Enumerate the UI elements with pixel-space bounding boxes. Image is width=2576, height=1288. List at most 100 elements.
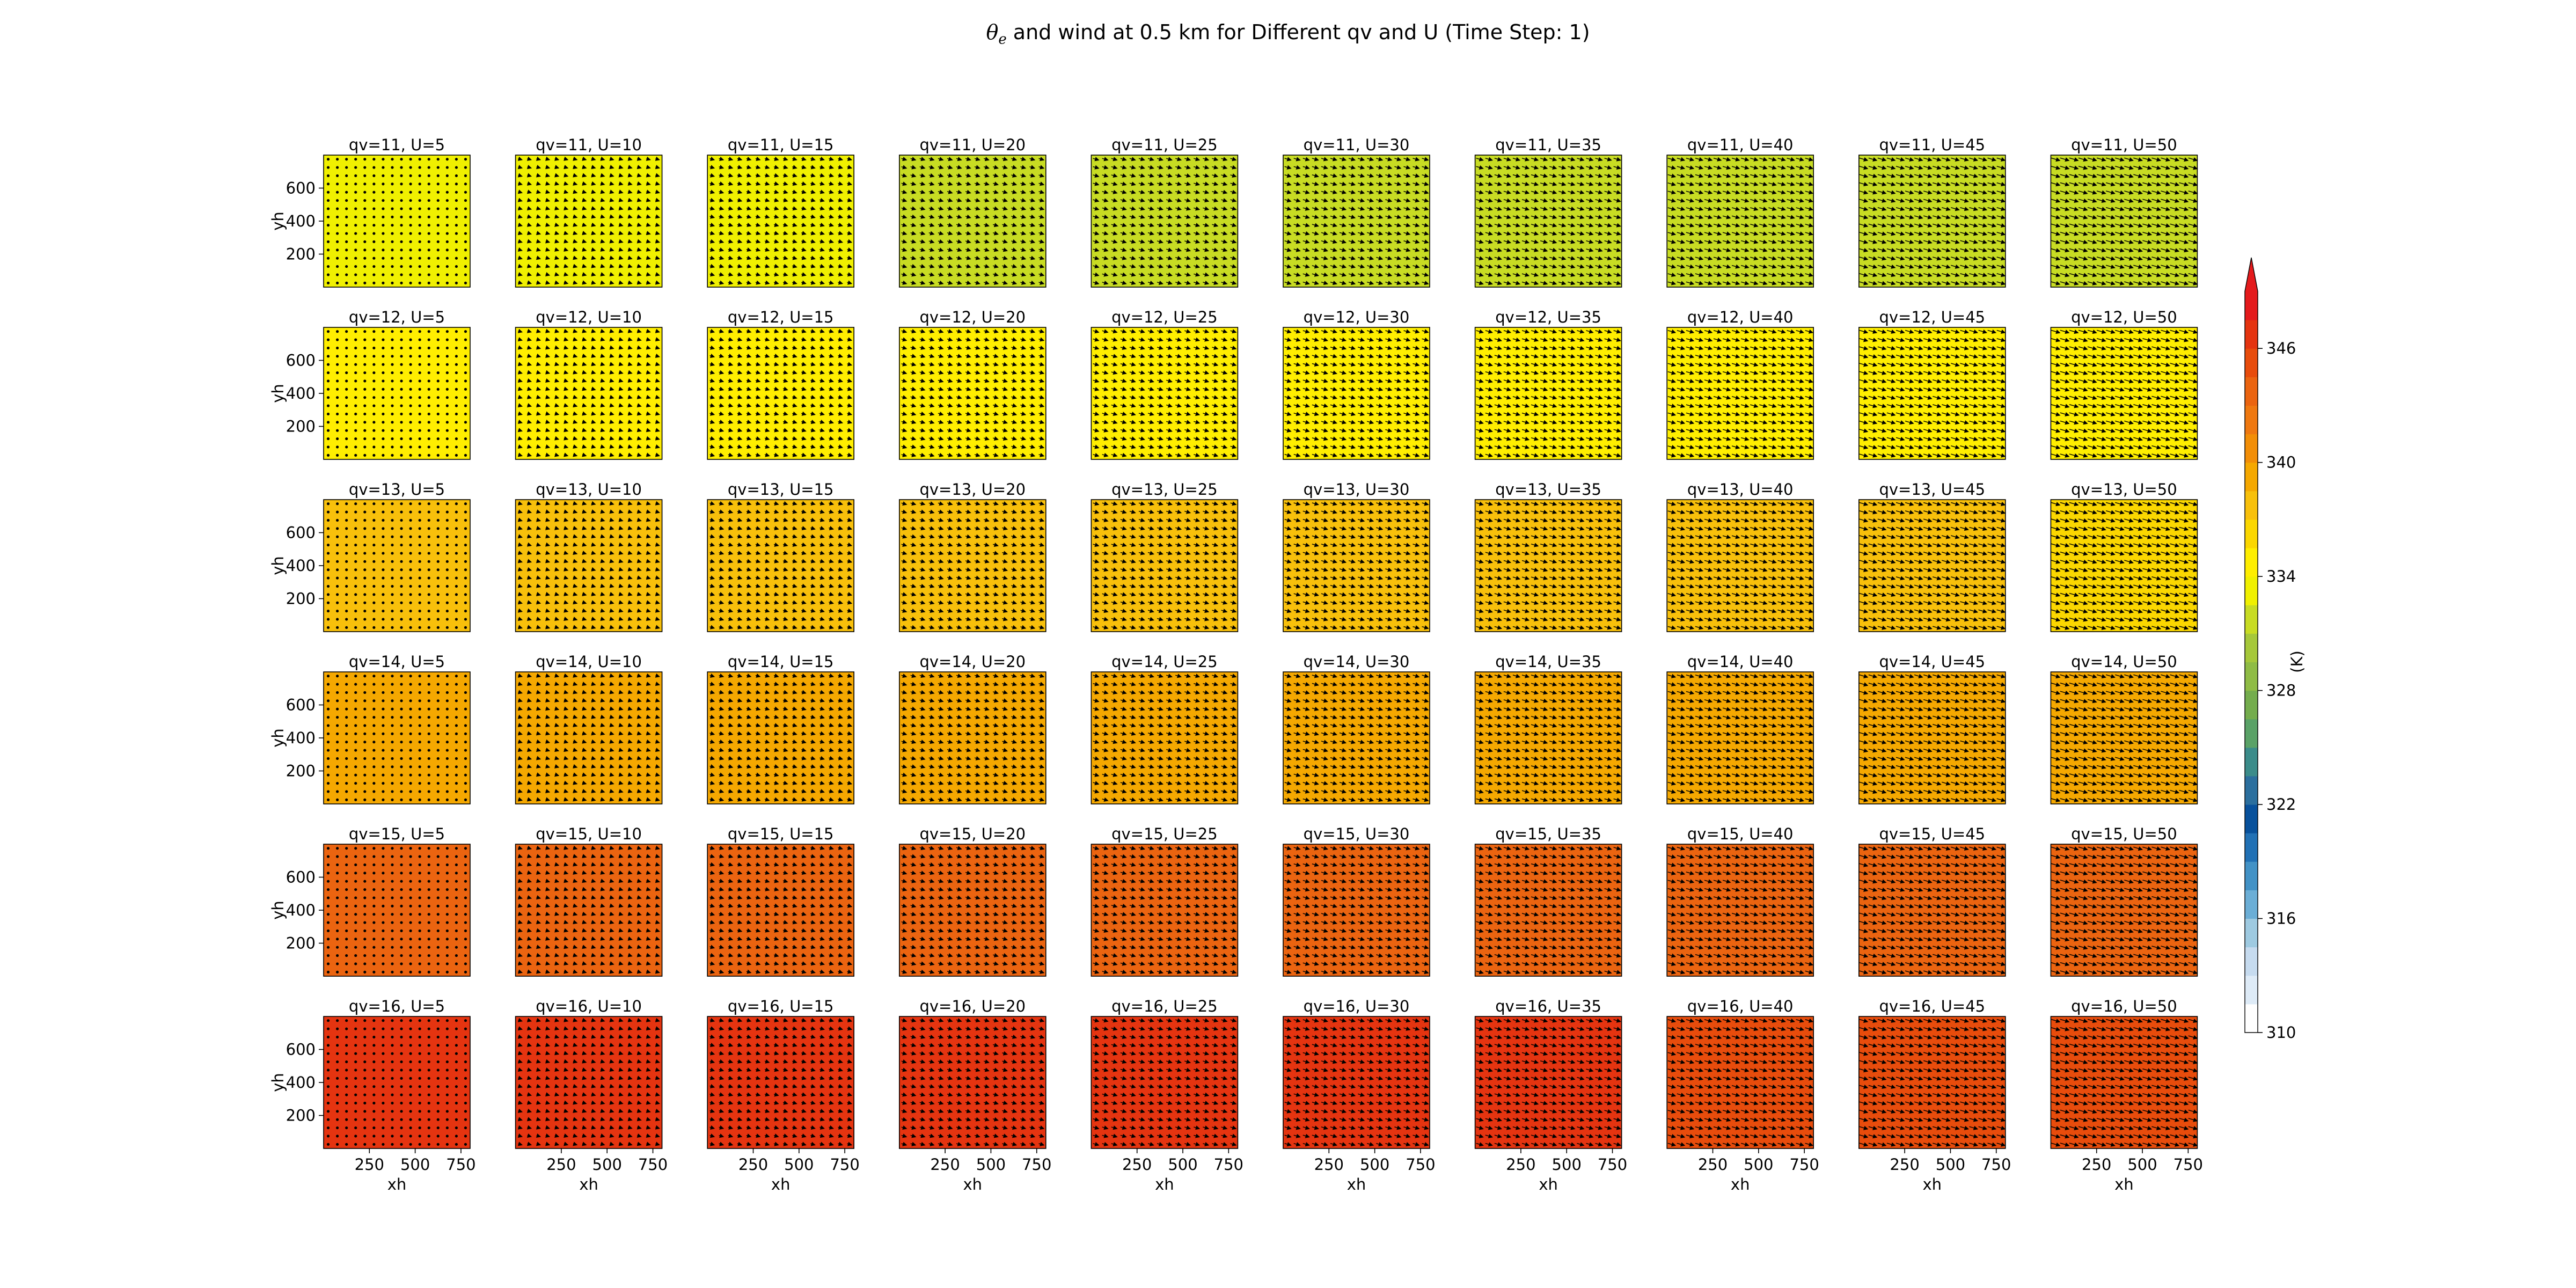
wind-vector-dot [436,445,440,449]
panel-qv11-u35: qv=11, U=35 [1474,136,1622,288]
wind-vector-dot [455,224,458,227]
wind-vector-dot [382,174,385,178]
wind-vector-dot [354,355,357,358]
wind-vector-dot [445,330,449,333]
wind-vector-dot [409,437,412,441]
wind-vector-dot [363,404,367,407]
wind-vector-dot [445,371,449,375]
wind-vector-dot [427,404,430,407]
panel-title: qv=12, U=30 [1304,308,1410,326]
wind-vector-dot [382,379,385,383]
wind-vector-dot [372,437,376,441]
wind-vector-dot [455,379,458,383]
wind-vector-dot [418,240,421,244]
theta-e-field [1475,327,1622,459]
wind-vector-dot [436,429,440,432]
theta-e-field [1475,155,1622,287]
panel-qv11-u10: qv=11, U=10 [515,136,663,288]
wind-vector-dot [445,240,449,244]
wind-vector-dot [354,182,357,186]
wind-vector-dot [335,445,339,449]
wind-vector-dot [372,371,376,375]
panel-qv12-u50: qv=12, U=50 [2050,308,2198,460]
y-axis-label: yh [269,384,287,403]
wind-vector-dot [326,404,330,407]
wind-vector-dot [427,158,430,161]
wind-vector-dot [436,371,440,375]
wind-vector-dot [464,421,467,424]
wind-vector-dot [326,453,330,457]
panel-title: qv=11, U=30 [1304,136,1410,154]
wind-vector-dot [436,363,440,366]
wind-vector-dot [464,379,467,383]
wind-vector-dot [391,429,394,432]
wind-vector-dot [335,257,339,260]
wind-vector-dot [418,248,421,252]
panel-title: qv=11, U=50 [2071,136,2177,154]
wind-vector-dot [345,453,348,457]
theta-e-field [1091,155,1238,287]
wind-vector-dot [409,207,412,210]
wind-vector-dot [418,445,421,449]
wind-vector-dot [455,412,458,416]
wind-vector-dot [445,429,449,432]
wind-vector-dot [445,265,449,268]
wind-vector-dot [326,182,330,186]
wind-vector-dot [436,281,440,284]
wind-vector-dot [354,232,357,235]
wind-vector-dot [455,371,458,375]
wind-vector-dot [372,396,376,399]
wind-vector-dot [354,437,357,441]
wind-vector-dot [372,421,376,424]
theta-e-field [2051,327,2198,459]
wind-vector-dot [363,445,367,449]
wind-vector-dot [464,199,467,202]
wind-vector-dot [436,257,440,260]
wind-vector-dot [382,371,385,375]
wind-vector-dot [391,240,394,244]
wind-vector-dot [464,174,467,178]
wind-vector-dot [363,453,367,457]
wind-vector-dot [436,224,440,227]
wind-vector-dot [455,265,458,268]
wind-vector-dot [464,437,467,441]
wind-vector-dot [363,387,367,391]
theta-e-field [1283,327,1430,459]
wind-vector-dot [409,445,412,449]
wind-vector-dot [418,404,421,407]
wind-vector-dot [345,363,348,366]
wind-vector-dot [345,355,348,358]
wind-vector-dot [427,207,430,210]
wind-vector-dot [445,232,449,235]
wind-vector-dot [382,224,385,227]
theta-e-field [1858,327,2006,459]
wind-vector-dot [427,166,430,169]
wind-vector-dot [345,166,348,169]
wind-vector-dot [455,355,458,358]
wind-vector-dot [363,371,367,375]
wind-vector-dot [363,215,367,218]
wind-vector-dot [436,182,440,186]
wind-vector-dot [427,191,430,194]
wind-vector-dot [445,158,449,161]
wind-vector-dot [427,257,430,260]
wind-vector-dot [345,174,348,178]
panel-title: qv=11, U=20 [919,136,1026,154]
panel-title: qv=12, U=15 [728,308,834,326]
wind-vector-dot [345,396,348,399]
panel-qv12-u40: qv=12, U=40 [1666,308,1814,460]
wind-vector-dot [335,396,339,399]
wind-vector-dot [354,191,357,194]
wind-vector-dot [382,273,385,276]
wind-vector-dot [445,248,449,252]
wind-vector-dot [400,355,403,358]
wind-vector-dot [427,371,430,375]
wind-vector-dot [427,453,430,457]
panel-qv11-u20: qv=11, U=20 [899,136,1046,288]
wind-vector-dot [335,174,339,178]
wind-vector-dot [455,215,458,218]
wind-vector-dot [391,363,394,366]
wind-vector-dot [400,174,403,178]
wind-vector-dot [445,257,449,260]
wind-vector-dot [372,404,376,407]
